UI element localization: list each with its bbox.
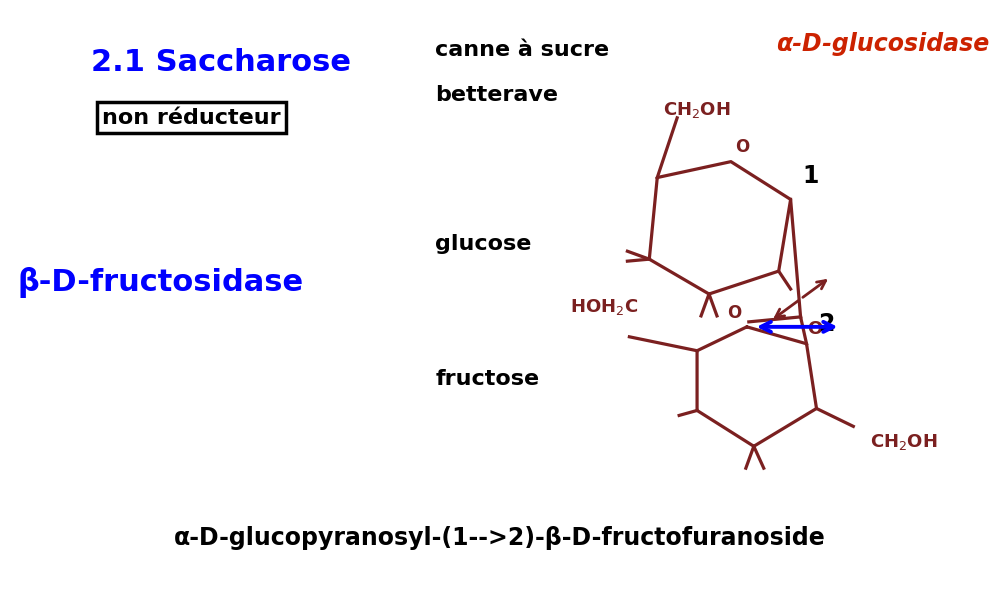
Text: non réducteur: non réducteur bbox=[102, 108, 281, 128]
Text: glucose: glucose bbox=[435, 234, 532, 254]
Text: O: O bbox=[735, 138, 749, 155]
Text: HOH$_2$C: HOH$_2$C bbox=[570, 297, 639, 317]
Text: CH$_2$OH: CH$_2$OH bbox=[663, 100, 731, 120]
Text: α-D-glucosidase: α-D-glucosidase bbox=[776, 32, 990, 56]
Text: 1: 1 bbox=[803, 164, 819, 187]
Text: fructose: fructose bbox=[435, 369, 539, 389]
Text: O: O bbox=[808, 320, 823, 338]
Text: 2.1 Saccharose: 2.1 Saccharose bbox=[91, 48, 351, 77]
Text: O: O bbox=[728, 304, 742, 322]
Text: betterave: betterave bbox=[435, 85, 558, 105]
Text: α-D-glucopyranosyl-(1-->2)-β-D-fructofuranoside: α-D-glucopyranosyl-(1-->2)-β-D-fructofur… bbox=[174, 526, 826, 550]
Text: 2: 2 bbox=[818, 312, 835, 336]
Text: CH$_2$OH: CH$_2$OH bbox=[870, 432, 938, 452]
Text: canne à sucre: canne à sucre bbox=[435, 40, 609, 60]
Text: β-D-fructosidase: β-D-fructosidase bbox=[17, 267, 303, 298]
